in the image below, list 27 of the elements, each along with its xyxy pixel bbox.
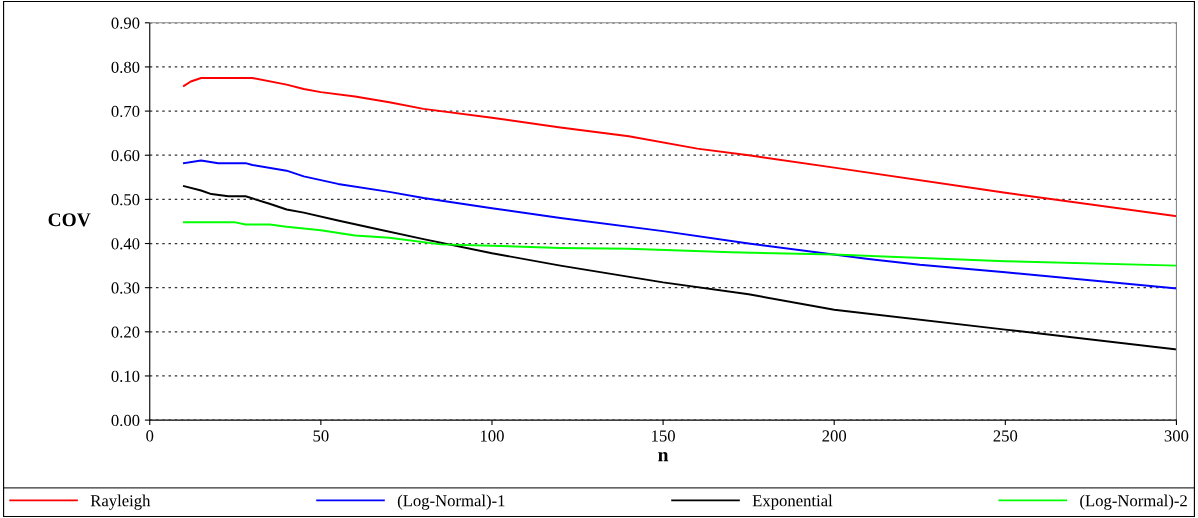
line-series [183, 185, 1177, 351]
x-tick-label: 0 [146, 430, 154, 442]
x-tick-label: 150 [652, 430, 675, 442]
y-tick-label: 0.50 [111, 194, 140, 206]
y-tick-label: 0.00 [111, 414, 140, 427]
x-tick-label: 100 [480, 430, 504, 442]
y-tick-label: 0.60 [111, 149, 140, 162]
x-tick-label: 200 [822, 430, 847, 442]
y-tick-label: 0.40 [111, 238, 140, 250]
x-tick-label: 50 [313, 430, 329, 442]
line-series [183, 159, 1177, 290]
x-tick-label: 250 [993, 430, 1018, 442]
x-axis-title: n [658, 452, 669, 462]
legend-label: Rayleigh [90, 494, 151, 510]
line-series [183, 221, 1177, 267]
y-tick-label: 0.90 [111, 17, 140, 29]
legend-label: (Log-Normal)-2 [1080, 494, 1187, 510]
line-series [183, 77, 1177, 218]
legend-label: Exponential [752, 494, 833, 510]
x-tick-label: 300 [1164, 430, 1189, 442]
y-tick-label: 0.10 [111, 370, 140, 382]
y-tick-label: 0.20 [111, 326, 140, 338]
y-tick-label: 0.70 [111, 105, 140, 118]
y-tick-label: 0.30 [111, 282, 140, 294]
y-axis-title: COV [48, 213, 91, 227]
y-tick-label: 0.80 [111, 61, 140, 73]
legend-label: (Log-Normal)-1 [397, 494, 505, 510]
